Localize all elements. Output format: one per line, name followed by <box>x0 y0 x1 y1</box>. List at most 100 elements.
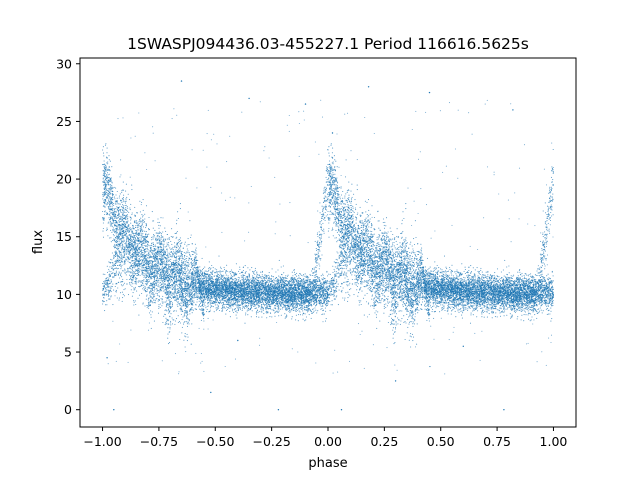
data-point <box>446 275 448 277</box>
data-point <box>341 248 343 250</box>
data-point <box>152 227 154 229</box>
data-point <box>346 206 348 208</box>
data-point <box>485 271 487 273</box>
data-point <box>120 206 123 208</box>
data-point <box>460 304 462 306</box>
data-point <box>501 310 504 312</box>
data-point <box>226 308 228 311</box>
data-point <box>226 264 228 266</box>
data-point <box>410 336 412 338</box>
data-point <box>377 302 379 304</box>
data-point <box>418 295 420 297</box>
data-point <box>135 277 137 279</box>
data-point <box>375 259 377 262</box>
data-point <box>217 271 219 273</box>
data-point <box>402 298 404 300</box>
data-point <box>207 305 209 307</box>
data-point <box>367 199 370 201</box>
data-point <box>432 308 434 310</box>
data-point <box>118 297 121 299</box>
data-point <box>130 268 132 270</box>
data-point <box>374 259 376 261</box>
data-point <box>473 309 475 311</box>
data-point <box>378 220 380 222</box>
data-point <box>369 305 372 307</box>
data-point <box>183 261 185 263</box>
data-point <box>334 173 336 175</box>
data-point <box>239 277 241 279</box>
data-point <box>174 246 176 248</box>
data-point <box>402 297 404 299</box>
data-point <box>443 271 445 273</box>
data-point <box>299 311 301 313</box>
data-point <box>455 271 457 273</box>
data-point <box>123 239 125 241</box>
data-point <box>191 295 193 297</box>
data-point <box>325 318 327 320</box>
data-point <box>438 279 440 281</box>
data-point <box>333 217 336 219</box>
data-point <box>520 304 522 307</box>
data-point <box>349 250 351 252</box>
data-point <box>154 302 156 304</box>
data-point <box>337 286 339 288</box>
data-point <box>120 272 122 274</box>
data-point <box>198 296 200 298</box>
data-point <box>274 312 276 314</box>
data-point <box>378 299 380 301</box>
data-point <box>397 323 399 325</box>
data-point <box>382 254 384 256</box>
data-point <box>236 304 238 306</box>
data-point <box>276 310 278 312</box>
data-point <box>147 270 149 272</box>
data-point <box>461 263 463 265</box>
data-point <box>369 220 371 223</box>
data-point <box>162 295 164 297</box>
data-point <box>115 261 117 263</box>
data-point <box>189 277 191 280</box>
data-point <box>358 292 360 294</box>
data-point <box>550 192 552 194</box>
data-point <box>481 276 483 278</box>
data-point <box>397 317 399 319</box>
data-point <box>335 212 337 214</box>
data-point <box>478 273 480 275</box>
data-point <box>388 246 390 248</box>
data-point <box>141 214 143 216</box>
data-point <box>118 229 120 231</box>
data-point <box>297 308 300 310</box>
data-point <box>539 275 541 277</box>
data-point <box>176 297 178 299</box>
data-point <box>129 227 131 229</box>
data-point <box>386 236 388 238</box>
data-point <box>118 261 120 264</box>
data-point <box>346 264 348 266</box>
data-point <box>178 248 180 250</box>
data-point <box>388 247 390 249</box>
data-point <box>393 245 395 247</box>
data-point <box>176 219 178 221</box>
data-point <box>418 269 420 271</box>
data-point <box>142 221 144 223</box>
data-point <box>293 283 295 285</box>
data-point <box>155 265 157 267</box>
data-point <box>115 248 117 250</box>
data-point <box>158 266 160 268</box>
data-point <box>384 266 386 268</box>
data-point <box>140 217 142 219</box>
data-point <box>284 313 286 315</box>
data-point <box>122 204 124 206</box>
data-point <box>394 328 397 330</box>
data-point <box>170 297 173 299</box>
data-point <box>246 307 248 309</box>
data-point <box>395 260 397 263</box>
data-point <box>321 217 323 219</box>
data-point <box>124 252 126 254</box>
data-point <box>222 307 224 309</box>
data-point <box>145 223 147 225</box>
data-point <box>402 211 404 213</box>
data-point <box>323 313 325 315</box>
data-point <box>317 302 319 304</box>
data-point <box>412 252 415 254</box>
data-point <box>333 198 335 200</box>
